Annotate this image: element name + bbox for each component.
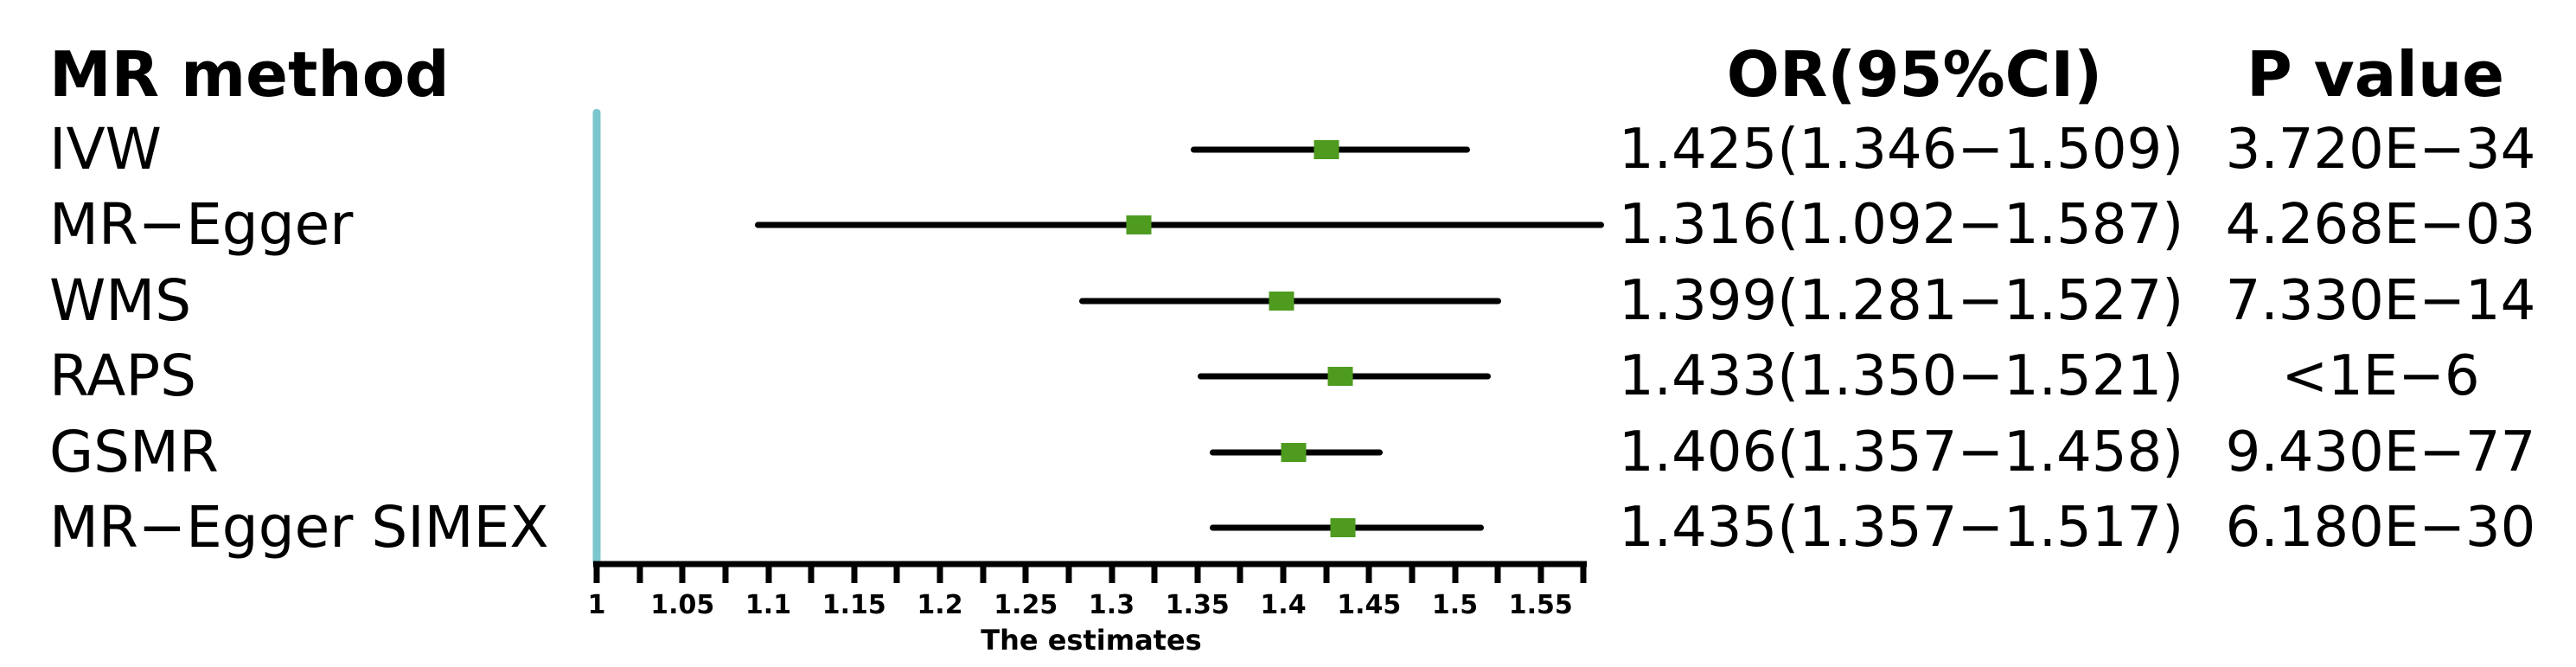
axis-tick-label: 1.4	[1260, 590, 1307, 620]
p-value: 7.330E−14	[2225, 269, 2536, 333]
axis-tick	[1151, 562, 1158, 583]
estimate-marker	[1269, 292, 1294, 311]
estimate-marker	[1327, 367, 1352, 386]
or-ci-value: 1.435(1.357−1.517)	[1619, 496, 2184, 560]
estimate-marker	[1126, 215, 1152, 234]
axis-tick	[722, 562, 729, 583]
axis-tick	[1409, 562, 1416, 583]
axis-tick	[593, 562, 600, 583]
axis-tick	[765, 562, 771, 583]
axis-tick	[1194, 562, 1201, 583]
method-label: WMS	[49, 267, 192, 334]
p-value-column-header: P value	[2246, 38, 2505, 111]
p-value: 3.720E−34	[2225, 118, 2536, 182]
axis-tick	[1280, 562, 1287, 583]
method-label: MR−Egger SIMEX	[49, 494, 549, 561]
p-value: 6.180E−30	[2225, 496, 2536, 560]
axis-tick-label: 1.1	[745, 590, 792, 620]
estimate-marker	[1281, 443, 1307, 462]
axis-tick	[1452, 562, 1458, 583]
or-ci-value: 1.425(1.346−1.509)	[1619, 118, 2184, 182]
p-value: <1E−6	[2281, 344, 2480, 408]
axis-tick	[893, 562, 900, 583]
axis-tick	[1494, 562, 1501, 583]
p-value: 9.430E−77	[2225, 420, 2536, 484]
reference-line-or-1	[592, 109, 601, 567]
axis-tick	[1365, 562, 1372, 583]
method-label: RAPS	[49, 343, 197, 409]
or-ci-column-header: OR(95%CI)	[1726, 38, 2103, 111]
method-label: IVW	[49, 116, 162, 183]
axis-tick-label: 1	[587, 590, 606, 620]
axis-tick	[636, 562, 643, 583]
axis-tick	[936, 562, 943, 583]
axis-tick-label: 1.25	[994, 590, 1058, 620]
x-axis-line	[593, 561, 1588, 568]
axis-tick-label: 1.35	[1165, 590, 1230, 620]
axis-tick	[1580, 562, 1587, 583]
method-label: MR−Egger	[49, 191, 354, 258]
axis-tick-label: 1.45	[1337, 590, 1402, 620]
axis-tick	[1022, 562, 1029, 583]
axis-tick-label: 1.05	[650, 590, 715, 620]
axis-tick	[679, 562, 686, 583]
ci-line	[754, 221, 1605, 228]
axis-tick	[1537, 562, 1544, 583]
or-ci-value: 1.406(1.357−1.458)	[1619, 420, 2184, 484]
axis-tick	[1065, 562, 1072, 583]
axis-tick-label: 1.55	[1508, 590, 1573, 620]
axis-tick-label: 1.2	[917, 590, 963, 620]
or-ci-value: 1.399(1.281−1.527)	[1619, 269, 2184, 333]
axis-tick	[1109, 562, 1115, 583]
axis-tick-label: 1.5	[1431, 590, 1479, 620]
estimate-marker	[1330, 518, 1356, 537]
or-ci-value: 1.316(1.092−1.587)	[1619, 193, 2184, 257]
axis-tick-label: 1.15	[821, 590, 886, 620]
axis-tick	[980, 562, 987, 583]
axis-tick	[851, 562, 858, 583]
axis-tick	[1323, 562, 1330, 583]
axis-tick	[808, 562, 815, 583]
method-column-header: MR method	[49, 38, 450, 111]
axis-tick	[1237, 562, 1243, 583]
method-label: GSMR	[49, 419, 219, 485]
axis-tick-label: 1.3	[1088, 590, 1135, 620]
or-ci-value: 1.433(1.350−1.521)	[1619, 344, 2184, 408]
p-value: 4.268E−03	[2225, 193, 2536, 257]
x-axis-title: The estimates	[981, 624, 1202, 657]
estimate-marker	[1314, 140, 1339, 159]
